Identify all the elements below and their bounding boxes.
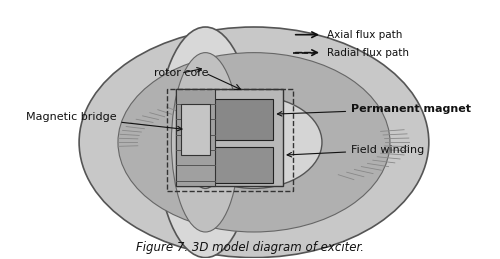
FancyBboxPatch shape xyxy=(181,104,210,155)
Ellipse shape xyxy=(172,53,239,232)
Text: Magnetic bridge: Magnetic bridge xyxy=(26,112,182,131)
Ellipse shape xyxy=(157,27,254,258)
Ellipse shape xyxy=(79,27,429,258)
Text: rotor core: rotor core xyxy=(154,68,208,78)
Text: Permanent magnet: Permanent magnet xyxy=(278,104,471,116)
Ellipse shape xyxy=(230,126,278,159)
Text: Radial flux path: Radial flux path xyxy=(327,48,409,58)
FancyBboxPatch shape xyxy=(210,147,274,183)
Text: Field winding: Field winding xyxy=(287,145,424,157)
FancyBboxPatch shape xyxy=(176,89,215,186)
Ellipse shape xyxy=(186,96,225,189)
FancyBboxPatch shape xyxy=(176,89,283,186)
FancyBboxPatch shape xyxy=(210,99,274,140)
Text: Axial flux path: Axial flux path xyxy=(327,30,402,40)
Ellipse shape xyxy=(198,126,212,159)
Ellipse shape xyxy=(186,96,322,189)
Text: Figure 7. 3D model diagram of exciter.: Figure 7. 3D model diagram of exciter. xyxy=(136,241,364,254)
Ellipse shape xyxy=(118,53,390,232)
